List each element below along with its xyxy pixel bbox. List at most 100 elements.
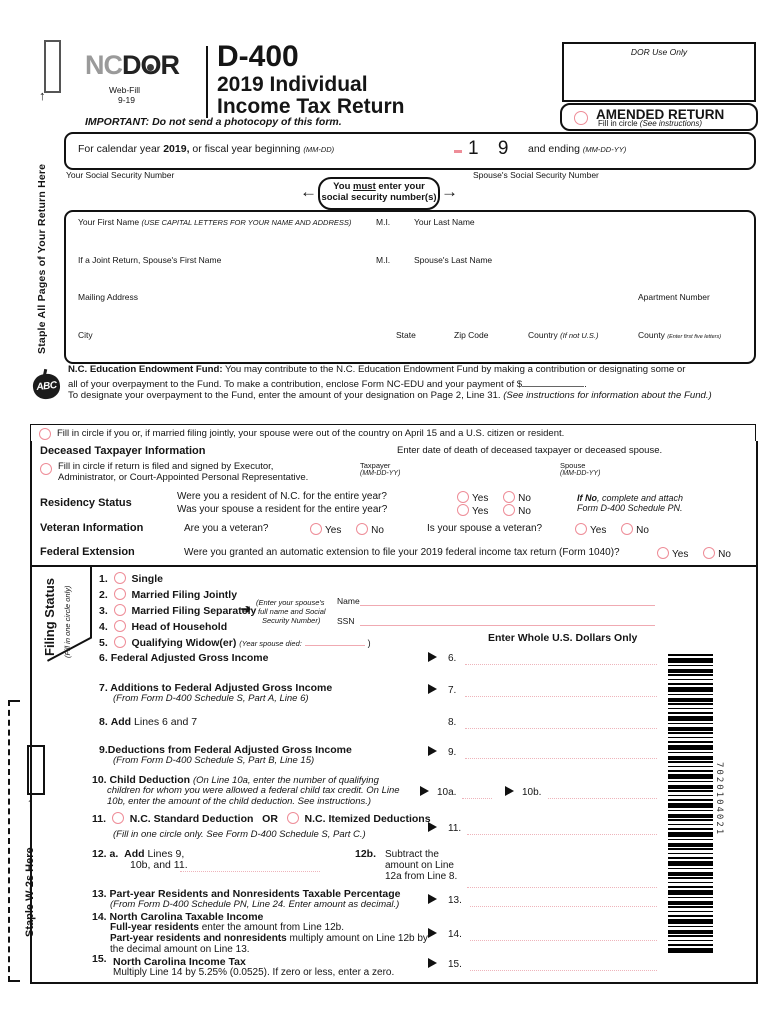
fedext-yes-circle[interactable] [657,547,669,559]
important-bold: IMPORTANT: [85,116,150,128]
residency-q2-yes-circle[interactable] [457,504,469,516]
state-field[interactable] [396,341,436,359]
your-ssn-field[interactable] [66,182,246,204]
county-field[interactable] [638,341,733,359]
zip-field[interactable] [454,341,514,359]
filing-5-num: 5. [99,637,108,649]
line14-amount-field[interactable] [470,929,657,941]
line10b-marker-icon [505,786,514,796]
residency-note-line2: Form D-400 Schedule PN. [577,503,683,513]
bubble-enter: enter your [375,181,425,192]
line13-label: 13. Part-year Residents and Nonresidents… [92,888,401,900]
filing-4-circle[interactable] [113,620,126,632]
line6-amount-field[interactable] [465,653,657,665]
line11-or: OR [262,813,278,825]
mfs-name-field[interactable] [360,596,655,606]
mi1-field[interactable] [376,228,406,248]
residency-q1-yes-circle[interactable] [457,491,469,503]
line13-amount-field[interactable] [470,895,657,907]
veteran-q1-yes-circle[interactable] [310,523,322,535]
line11-num: 11. [92,813,107,825]
line12a-amount-field[interactable] [180,860,320,872]
zip-label: Zip Code [454,330,489,340]
line6-num: 6. [99,652,108,664]
deceased-taxpayer-date-field[interactable] [432,461,552,481]
veteran-q1-no-circle[interactable] [356,523,369,535]
line12a-add: Add [124,848,145,860]
line11-standard-circle[interactable] [111,812,124,824]
filing-3-label: Married Filing Separately [131,605,257,617]
line9-field-num: 9. [448,747,457,758]
filing-5-circle[interactable] [113,636,126,648]
w2-bracket-bottom [8,980,20,982]
line7-sub: (From Form D-400 Schedule S, Part A, Lin… [113,693,309,704]
line7-marker-icon [428,684,437,694]
name-address-box: Your First Name (USE CAPITAL LETTERS FOR… [64,210,756,364]
veteran-q2-no-circle[interactable] [621,523,634,535]
apartment-number-field[interactable] [638,303,738,323]
line7-amount-field[interactable] [465,685,657,697]
deceased-fill-line1: Fill in circle if return is filed and si… [58,461,274,472]
line15-marker-icon [428,958,437,968]
webfill-label: Web-Fill [109,85,141,95]
line8-amount-field[interactable] [465,717,657,729]
spouse-first-name-field[interactable] [78,266,368,286]
line13-num: 13. [92,888,107,900]
out-of-country-circle[interactable] [39,428,51,440]
filing-1-label: Single [131,573,163,585]
edu-fund-text1: You may contribute to the N.C. Education… [222,364,686,375]
residency-note-line1: If No, complete and attach [577,493,683,503]
deceased-circle[interactable] [40,463,52,475]
veteran-q1-yes-label: Yes [325,525,342,536]
fedext-no-circle[interactable] [703,547,716,559]
payment-amount-field[interactable] [522,377,585,387]
line11-itemized-circle[interactable] [286,812,299,824]
residency-q1-no-circle[interactable] [503,491,516,503]
fiscal-year-field-marker[interactable] [454,150,462,153]
mailing-address-label: Mailing Address [78,292,139,302]
amended-return-circle[interactable] [574,111,588,125]
line11-amount-field[interactable] [467,823,657,835]
spouse-last-name-field[interactable] [414,266,744,286]
last-name-field[interactable] [414,228,744,248]
widow-year-field[interactable] [304,636,365,646]
line10a-amount-field[interactable] [462,787,492,799]
line14-partyear: Part-year residents and nonresidents [110,933,287,944]
spouse-ssn-field[interactable] [473,182,653,204]
line7-text: Additions to Federal Adjusted Gross Inco… [110,682,333,694]
deceased-spouse-date-field[interactable] [632,461,752,481]
line12b-amount-field[interactable] [467,876,657,888]
calendar-year-text: For calendar year 2019, or fiscal year b… [78,143,334,155]
first-name-field[interactable] [78,228,368,248]
filing-3-circle[interactable] [113,604,126,616]
mi2-field[interactable] [376,266,406,286]
city-field[interactable] [78,341,378,359]
line10-sub3: 10b, enter the amount of the child deduc… [107,796,372,807]
filing-2-circle[interactable] [113,588,126,600]
country-field[interactable] [528,341,623,359]
residency-q2-no-circle[interactable] [503,504,516,516]
important-rest: Do not send a photocopy of this form. [149,116,342,128]
spouse-ssn-label: Spouse's Social Security Number [473,170,599,180]
staple-area-top [44,40,61,93]
filing-2-label: Married Filing Jointly [131,589,238,601]
filing-1-circle[interactable] [113,572,126,584]
veteran-q2-yes-circle[interactable] [575,523,587,535]
line10b-amount-field[interactable] [548,787,657,799]
line14-partyear-rest: multiply amount on Line 12b by [286,933,428,944]
line12b-num: 12b. [355,848,377,860]
whole-dollars-note: Enter Whole U.S. Dollars Only [488,632,638,644]
line9-amount-field[interactable] [465,747,657,759]
city-label: City [78,330,93,340]
line6-field-num: 6. [448,653,457,664]
mfs-ssn-field[interactable] [360,616,655,626]
line14-line4: the decimal amount on Line 13. [110,944,250,955]
line9-label: 9.Deductions from Federal Adjusted Gross… [99,744,352,756]
mailing-address-field[interactable] [78,303,618,323]
line10-label: 10. Child Deduction (On Line 10a, enter … [92,774,379,786]
logo-o-icon: O [140,50,162,80]
education-fund-apple-icon: ABC [31,372,62,401]
edu-fund-see-note: (See instructions for information about … [503,390,712,401]
widow-close: ) [367,638,371,648]
line15-amount-field[interactable] [470,959,657,971]
